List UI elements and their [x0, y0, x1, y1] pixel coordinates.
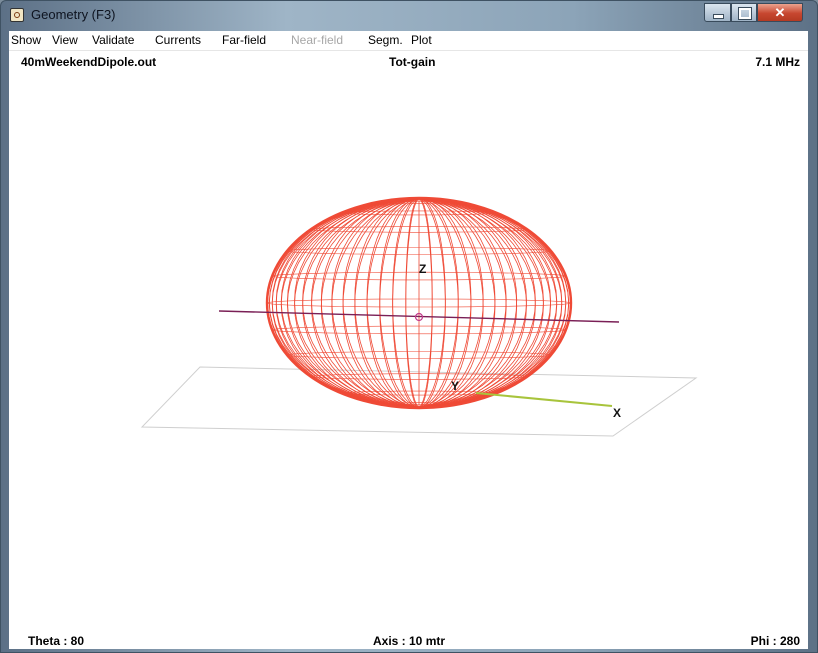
plot-area[interactable]: 40mWeekendDipole.out Tot-gain 7.1 MHz Z … — [9, 50, 808, 649]
close-button[interactable] — [757, 3, 803, 22]
menu-validate[interactable]: Validate — [92, 33, 135, 47]
axis-scale-label: Axis : 10 mtr — [373, 634, 446, 648]
feed-point — [414, 312, 424, 322]
antenna-wire — [218, 310, 620, 323]
filename-label: 40mWeekendDipole.out — [21, 55, 157, 69]
menu-show[interactable]: Show — [11, 33, 42, 47]
menu-bar: Show View Validate Currents Far-field Ne… — [9, 31, 808, 50]
z-axis-label: Z — [419, 262, 426, 276]
frequency-label: 7.1 MHz — [755, 55, 800, 69]
menu-plot[interactable]: Plot — [411, 33, 432, 47]
pattern-outline — [265, 196, 573, 410]
y-axis-label: Y — [451, 379, 459, 393]
minimize-button[interactable] — [704, 3, 731, 22]
plot-type-label: Tot-gain — [389, 55, 436, 69]
menu-near-field: Near-field — [291, 33, 344, 47]
phi-label: Phi : 280 — [750, 634, 800, 648]
menu-currents[interactable]: Currents — [155, 33, 202, 47]
theta-label: Theta : 80 — [28, 634, 85, 648]
menu-view[interactable]: View — [52, 33, 78, 47]
title-bar[interactable]: Geometry (F3) — [1, 1, 817, 31]
maximize-button[interactable] — [731, 3, 757, 22]
menu-segm[interactable]: Segm. — [368, 33, 403, 47]
radiation-pattern-plot: Z Y X — [140, 196, 698, 437]
menu-far-field[interactable]: Far-field — [222, 33, 267, 47]
x-axis-line — [475, 392, 613, 407]
radiation-pattern-mesh — [265, 196, 573, 410]
x-axis-label: X — [613, 406, 621, 420]
app-icon[interactable] — [10, 8, 24, 22]
window-title: Geometry (F3) — [31, 7, 116, 22]
